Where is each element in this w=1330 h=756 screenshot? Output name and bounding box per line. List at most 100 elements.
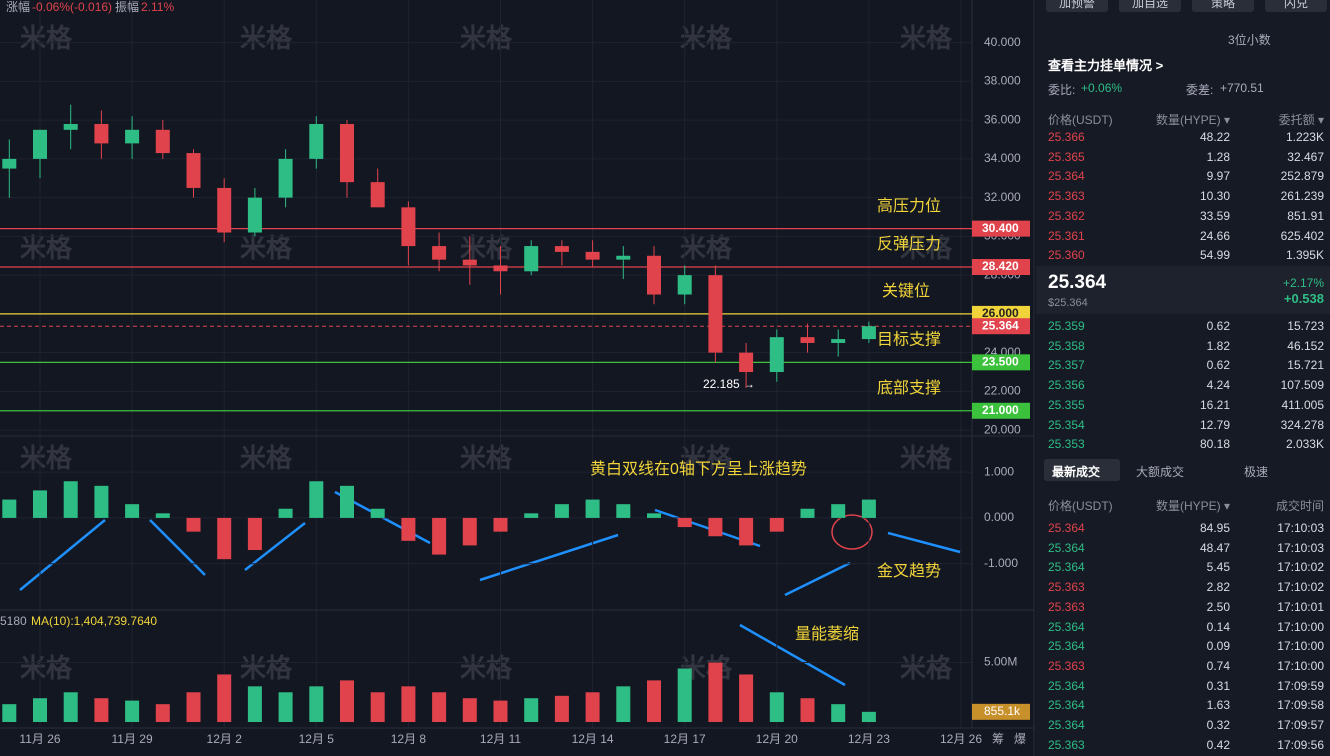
volume-bar <box>155 704 170 722</box>
volume-bar <box>647 680 661 722</box>
watermark: 米格 <box>900 23 953 53</box>
last-price: 25.364 <box>1048 272 1107 293</box>
bid-cell: 80.18 <box>1199 437 1230 452</box>
macd-bar <box>94 485 109 518</box>
macd-bar <box>155 513 170 518</box>
candle-body <box>462 259 477 266</box>
bid-cell: 25.358 <box>1048 338 1085 353</box>
volume-bar <box>217 674 232 722</box>
bid-cell: 25.359 <box>1048 319 1085 333</box>
volume-bar <box>616 686 631 722</box>
tab: 最新成交 <box>1052 465 1101 479</box>
trade-cell: 5.45 <box>1206 560 1230 575</box>
watermark: 米格 <box>20 23 73 53</box>
macd-bar <box>708 517 723 537</box>
ask-cell: 24.66 <box>1199 228 1230 243</box>
watermark: 米格 <box>460 23 513 53</box>
trade-cell: 25.364 <box>1048 540 1085 555</box>
trade-cell: 0.42 <box>1206 737 1230 752</box>
ask-cell: 25.360 <box>1048 248 1085 263</box>
x-tick-label: 12月 20 <box>756 732 798 746</box>
current-label: 25.364 <box>982 318 1019 332</box>
cross-circle <box>831 514 873 550</box>
bid-cell: 411.005 <box>1281 397 1325 412</box>
trade-cell: 0.74 <box>1206 658 1230 673</box>
button[interactable]: 加预警 <box>1046 0 1108 12</box>
diff-label: 委差: <box>1186 83 1214 97</box>
x-extra: 筹 <box>992 732 1004 746</box>
chart-bg <box>0 0 1036 756</box>
ask-cell: 851.91 <box>1287 208 1324 223</box>
side-panel: 加预警 加自选 策略 闪兑 3位小数 查看主力挂单情况 > 委比: +0.06% 委差: +770… <box>1036 0 1330 756</box>
candle-body <box>155 129 170 154</box>
header-text: 振幅 <box>115 0 139 14</box>
ask-cell: 54.99 <box>1199 248 1230 263</box>
button[interactable]: 加自选 <box>1119 0 1181 12</box>
trade-cell: 17:10:03 <box>1277 521 1324 535</box>
macd-bar <box>585 499 600 518</box>
candle-body <box>708 275 723 353</box>
candle-body <box>63 124 78 130</box>
macd-bar <box>739 517 754 546</box>
bid-cell: 0.62 <box>1206 319 1230 333</box>
ask-cell: 252.879 <box>1280 169 1324 184</box>
level-tag <box>972 259 1030 276</box>
volume-bar <box>800 698 815 722</box>
trade-cell: 17:10:01 <box>1277 599 1324 614</box>
trade-cell: 1.63 <box>1206 698 1230 713</box>
bid-cell: 107.509 <box>1280 378 1324 393</box>
trade-cell: 17:10:00 <box>1277 658 1324 673</box>
macd-bar <box>33 490 47 518</box>
trade-cell: 25.363 <box>1048 658 1085 673</box>
volume-bar <box>585 692 600 722</box>
col-header: 价格(USDT) <box>1048 499 1113 513</box>
level-label: 28.420 <box>982 259 1019 273</box>
x-tick-label: 12月 8 <box>391 732 427 746</box>
trade-cell: 25.364 <box>1048 619 1085 634</box>
macd-bar <box>861 499 876 518</box>
button[interactable]: 策略 <box>1192 0 1254 12</box>
macd-bar <box>309 481 324 518</box>
y-tick-label: 5.00M <box>984 655 1017 669</box>
bid-cell: 16.21 <box>1199 397 1230 412</box>
candle-body <box>585 251 600 260</box>
bid-cell: 0.62 <box>1206 358 1230 373</box>
ask-cell: 1.223K <box>1285 130 1324 144</box>
watermark: 米格 <box>680 233 733 263</box>
volume-bar <box>769 692 784 722</box>
y-tick-label: -1.000 <box>984 556 1018 570</box>
bid-cell: 25.354 <box>1048 417 1085 432</box>
decimals: 3位小数 <box>1228 33 1271 47</box>
macd-bar <box>370 508 385 518</box>
candle-body <box>861 326 876 340</box>
macd-bar <box>800 508 815 518</box>
trade-cell: 17:10:00 <box>1277 639 1324 654</box>
volume-bar <box>63 692 78 722</box>
candle-body <box>677 275 692 295</box>
vol-note: 量能萎缩 <box>795 625 859 643</box>
bid-cell: 15.723 <box>1287 319 1324 333</box>
candle-body <box>186 153 201 188</box>
x-tick-label: 12月 23 <box>848 732 890 746</box>
macd-bar <box>677 517 692 528</box>
trade-cell: 25.363 <box>1048 580 1085 595</box>
trade-cell: 17:10:00 <box>1277 619 1324 634</box>
level-label: 26.000 <box>982 306 1019 320</box>
bid-cell: 25.353 <box>1048 437 1085 452</box>
button[interactable]: 闪兑 <box>1265 0 1327 12</box>
watermark: 米格 <box>460 233 513 263</box>
trade-cell: 84.95 <box>1199 521 1230 535</box>
y-tick-label: 0.000 <box>984 510 1014 524</box>
candle-body <box>493 265 508 272</box>
trade-cell: 17:09:56 <box>1277 737 1324 752</box>
level-note: 关键位 <box>882 282 930 300</box>
watermark: 米格 <box>240 443 293 473</box>
main-orders: 查看主力挂单情况 > <box>1048 58 1164 73</box>
trade-cell: 25.363 <box>1048 599 1085 614</box>
trade-cell: 17:09:58 <box>1277 698 1324 713</box>
volume-bar <box>708 662 723 722</box>
trade-cell: 2.50 <box>1206 599 1230 614</box>
candle-body <box>554 246 569 252</box>
level-tag <box>972 220 1030 237</box>
